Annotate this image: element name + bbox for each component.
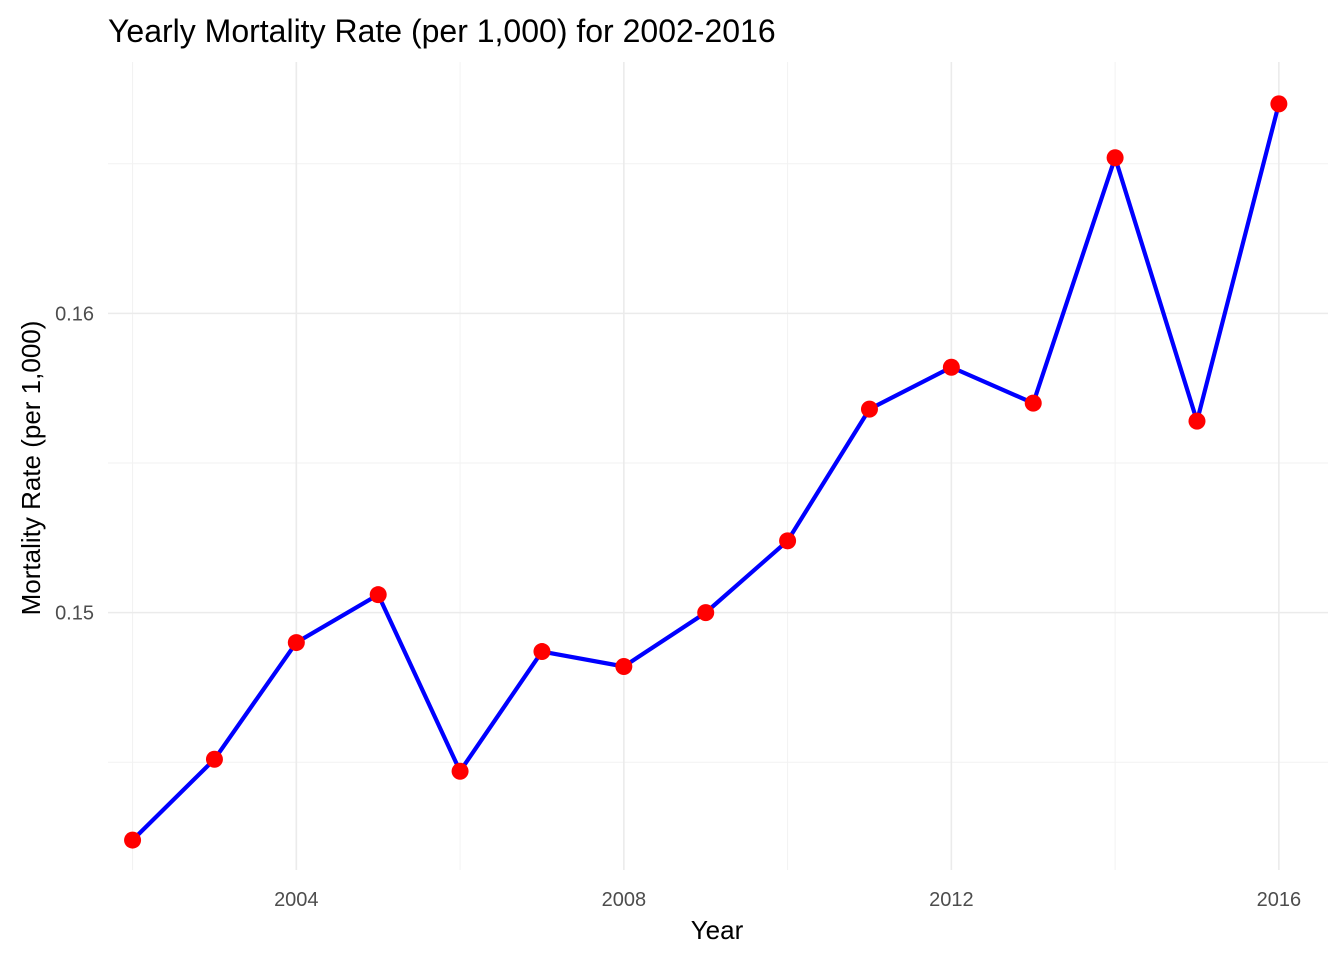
x-tick-label: 2016 xyxy=(1257,889,1302,911)
data-point xyxy=(533,643,551,661)
data-point xyxy=(369,586,387,604)
data-point xyxy=(287,634,305,652)
x-tick-label: 2004 xyxy=(274,889,319,911)
x-tick-label: 2012 xyxy=(929,889,974,911)
y-axis-label: Mortality Rate (per 1,000) xyxy=(16,321,46,616)
data-point xyxy=(451,762,469,780)
data-point xyxy=(615,658,633,676)
series-line xyxy=(130,101,1281,843)
chart-title: Yearly Mortality Rate (per 1,000) for 20… xyxy=(108,13,776,49)
data-point xyxy=(860,400,878,418)
data-point xyxy=(1188,412,1206,430)
grid-lines xyxy=(108,62,1328,870)
data-point xyxy=(1024,394,1042,412)
data-point xyxy=(779,532,797,550)
series-line-group xyxy=(130,101,1281,843)
data-point xyxy=(942,358,960,376)
y-tick-label: 0.16 xyxy=(55,303,94,325)
tick-labels-group: 2004 2008 2012 2016 0.15 0.16 xyxy=(55,303,1301,911)
x-axis-label: Year xyxy=(691,915,744,945)
data-point xyxy=(124,831,142,849)
data-point xyxy=(1270,95,1288,113)
data-point xyxy=(1106,149,1124,167)
data-point xyxy=(697,604,715,622)
y-tick-label: 0.15 xyxy=(55,603,94,625)
series-points-group xyxy=(124,95,1288,849)
x-tick-label: 2008 xyxy=(602,889,647,911)
data-point xyxy=(205,750,223,768)
